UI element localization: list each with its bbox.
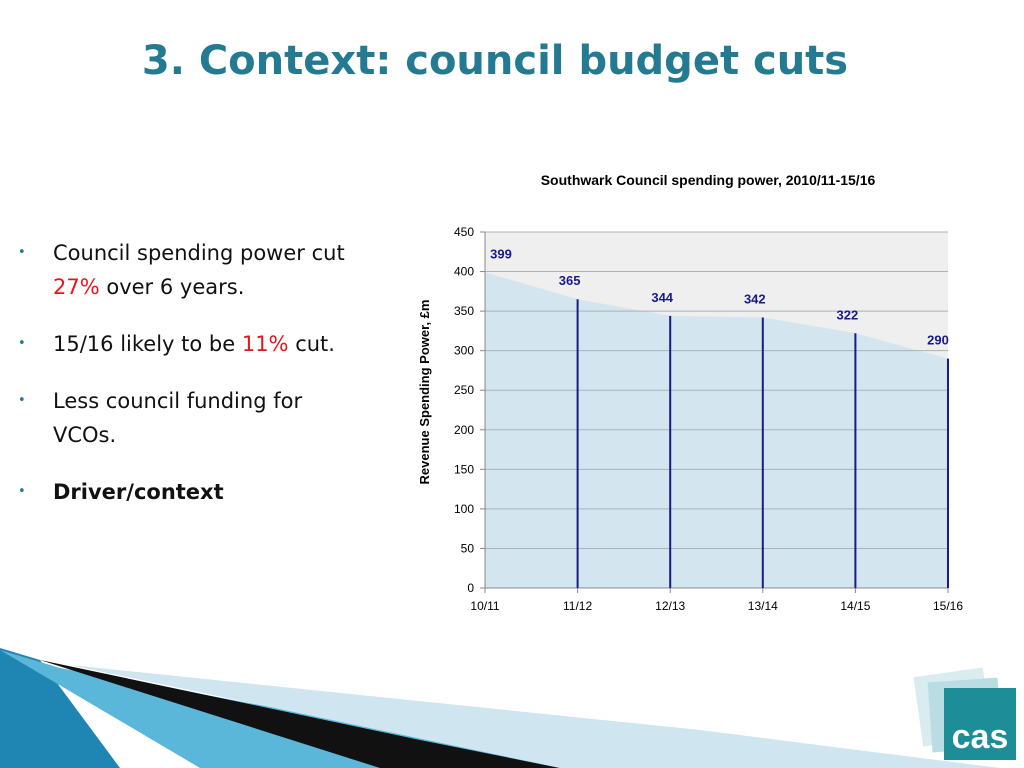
- x-tick-label: 13/14: [748, 599, 778, 613]
- bullet-text: 27%: [53, 275, 100, 299]
- decoration: [0, 650, 600, 768]
- x-tick-label: 14/15: [840, 599, 870, 613]
- y-tick-label: 50: [461, 541, 475, 555]
- slide-title: 3. Context: council budget cuts: [141, 38, 849, 84]
- bullet: 15/16 likely to be 11% cut.: [18, 327, 368, 361]
- bullet: Driver/context: [18, 475, 368, 509]
- x-tick-label: 15/16: [933, 599, 963, 613]
- x-tick-label: 11/12: [563, 599, 592, 613]
- data-label: 322: [837, 307, 859, 322]
- decoration: [70, 665, 1000, 768]
- bullet-list: Council spending power cut 27% over 6 ye…: [18, 236, 368, 532]
- logo-box: [944, 688, 1016, 760]
- y-tick-label: 450: [454, 225, 474, 239]
- bullet-text: over 6 years.: [99, 275, 245, 299]
- bullet-text: 11%: [241, 332, 289, 356]
- bullet-text: 15/16 likely to be: [53, 332, 242, 356]
- y-tick-label: 200: [454, 423, 474, 437]
- chart-title: Southwark Council spending power, 2010/1…: [541, 172, 876, 188]
- data-label: 342: [744, 291, 766, 306]
- y-tick-label: 0: [467, 581, 474, 595]
- y-tick-label: 250: [454, 383, 474, 397]
- data-label: 344: [651, 290, 673, 305]
- y-axis-label: Revenue Spending Power, £m: [417, 300, 432, 485]
- y-tick-label: 150: [454, 462, 474, 476]
- bullet-text: Driver/context: [53, 480, 224, 504]
- y-tick-label: 300: [454, 344, 474, 358]
- decoration: [0, 648, 120, 768]
- x-tick-label: 12/13: [655, 599, 685, 613]
- bullet: Council spending power cut 27% over 6 ye…: [18, 236, 368, 304]
- logo-text: cas: [952, 718, 1009, 756]
- bullet-text: Less council funding for VCOs.: [53, 389, 303, 447]
- x-tick-label: 10/11: [470, 599, 499, 613]
- y-tick-label: 100: [454, 502, 474, 516]
- data-label: 399: [490, 246, 512, 261]
- bullet-text: Council spending power cut: [53, 241, 345, 265]
- data-label: 290: [927, 333, 949, 348]
- y-tick-label: 350: [454, 304, 474, 318]
- bullet-text: cut.: [288, 332, 335, 356]
- bullet: Less council funding for VCOs.: [18, 384, 368, 452]
- y-tick-label: 400: [454, 265, 474, 279]
- data-label: 365: [559, 273, 581, 288]
